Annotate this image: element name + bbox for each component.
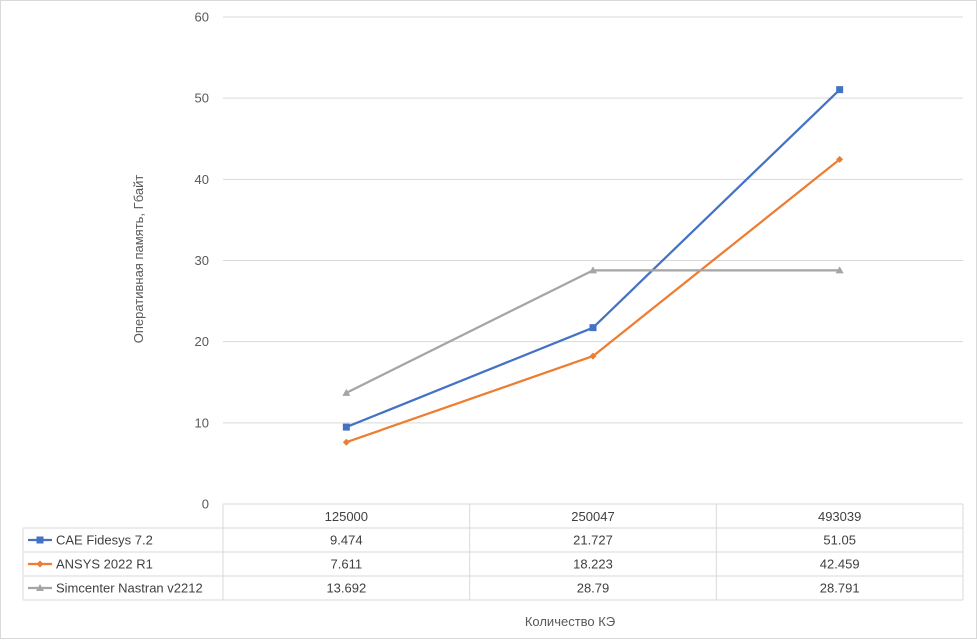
x-tick-label-1: 125000 [325, 509, 368, 524]
data-point-s1-2 [589, 324, 597, 332]
series-line-1 [345, 88, 841, 429]
y-tick-label-60: 60 [195, 10, 209, 25]
series-line-2 [345, 158, 841, 444]
data-label-s3-2: 28.79 [577, 581, 610, 596]
legend-label-1: CAE Fidesys 7.2 [56, 533, 153, 548]
series-2 [342, 155, 844, 446]
data-point-s2-2 [589, 352, 597, 360]
series-line-3 [345, 269, 840, 394]
legend-label-2: ANSYS 2022 R1 [56, 557, 153, 572]
data-point-s3-3 [835, 266, 844, 274]
y-tick-label-0: 0 [202, 497, 209, 512]
data-point-s1-1 [342, 423, 350, 431]
y-tick-label-20: 20 [195, 334, 209, 349]
legend-marker-3 [36, 584, 44, 591]
series-1 [342, 86, 844, 431]
y-tick-label-40: 40 [195, 172, 209, 187]
data-point-s3-2 [589, 266, 597, 274]
data-table: 125000 250047 493039 CAE Fidesys 7.2 9.474 21… [22, 503, 964, 601]
data-point-s1-3 [836, 86, 844, 94]
data-label-s3-1: 13.692 [326, 581, 366, 596]
y-tick-label-10: 10 [195, 415, 209, 430]
series-lines [342, 86, 844, 446]
x-tick-label-3: 493039 [818, 509, 861, 524]
legend-marker-1 [36, 536, 44, 544]
data-label-s1-2: 21.727 [573, 533, 613, 548]
x-axis-title: Количество КЭ [525, 614, 615, 629]
y-axis-ticks: 0 10 20 30 40 50 60 [195, 10, 209, 512]
data-point-s2-3 [836, 155, 844, 163]
gridlines [223, 16, 963, 424]
data-label-s1-1: 9.474 [330, 533, 363, 548]
legend-label-3: Simcenter Nastran v2212 [56, 581, 203, 596]
data-point-s2-1 [342, 438, 350, 446]
y-tick-label-30: 30 [195, 253, 209, 268]
x-tick-label-2: 250047 [571, 509, 614, 524]
data-label-s2-3: 42.459 [820, 557, 860, 572]
y-tick-label-50: 50 [195, 91, 209, 106]
data-label-s2-2: 18.223 [573, 557, 613, 572]
data-label-s2-1: 7.611 [331, 557, 363, 572]
y-axis-title: Оперативная память, Гбайт [131, 175, 146, 344]
data-point-s3-1 [342, 388, 351, 396]
data-label-s1-3: 51.05 [823, 533, 856, 548]
legend-marker-2 [36, 560, 44, 568]
data-label-s3-3: 28.791 [820, 581, 860, 596]
series-3 [342, 266, 844, 396]
